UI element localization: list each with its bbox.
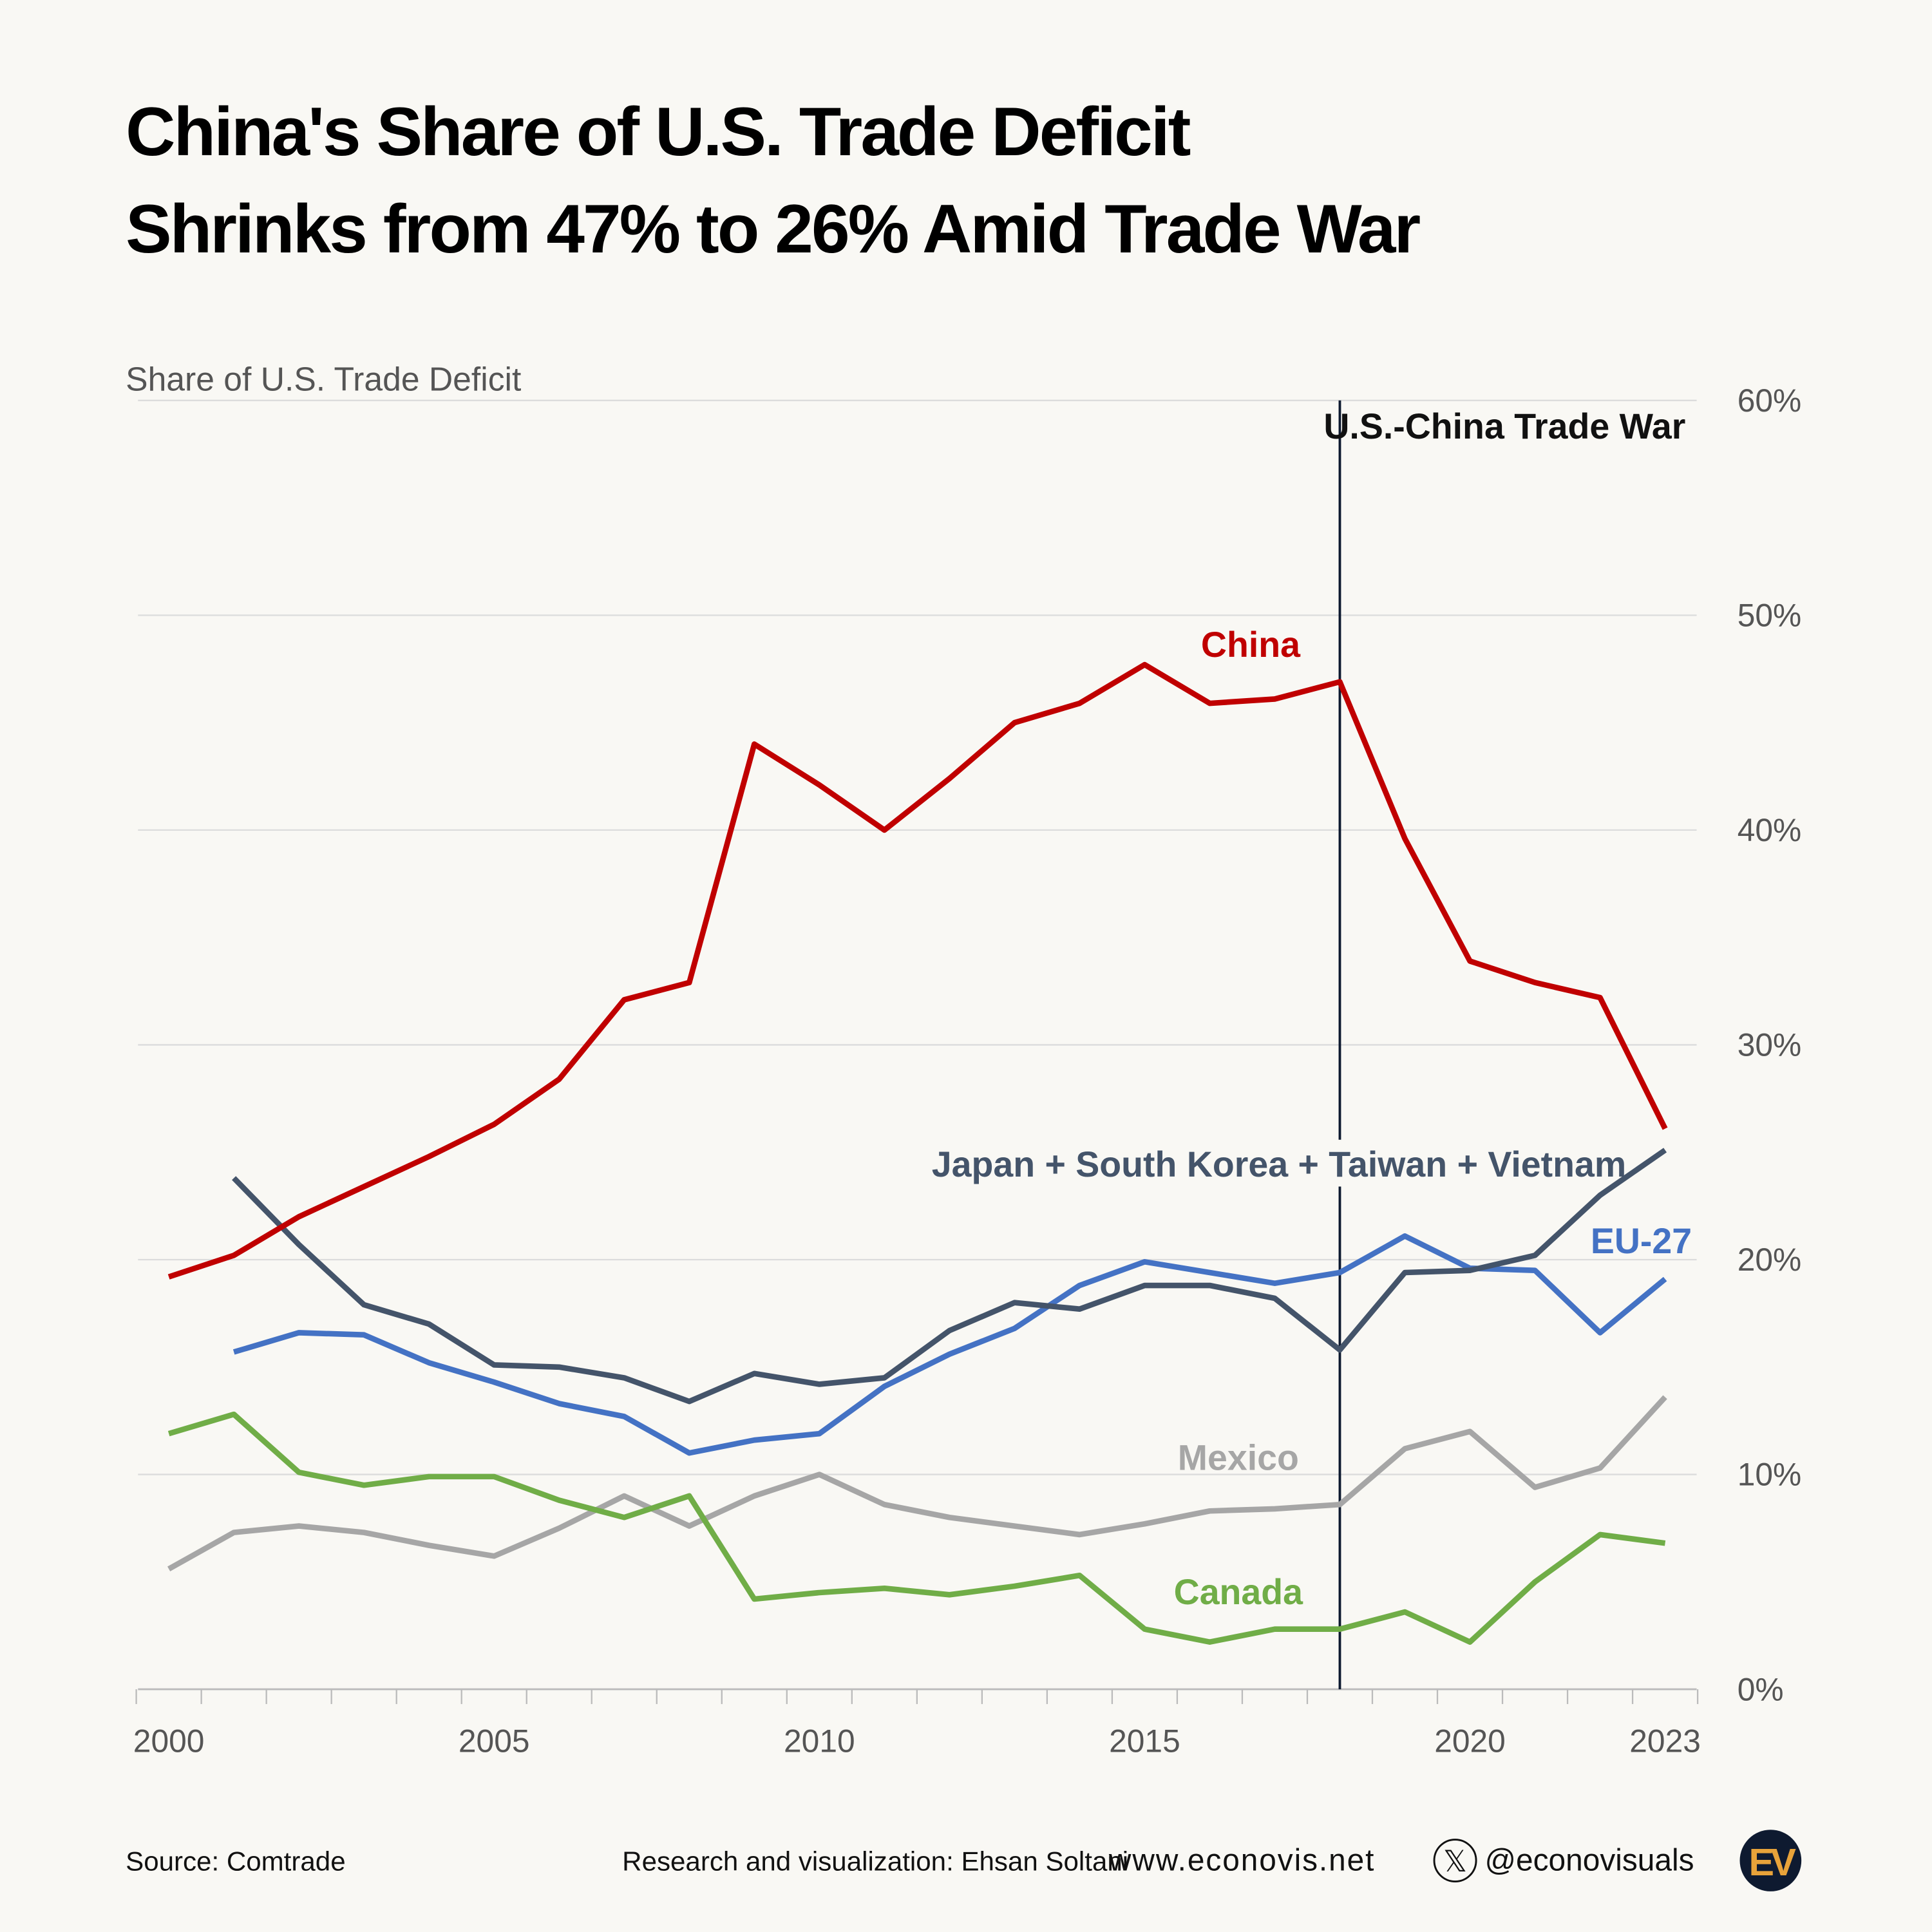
x-tick-label: 2005 (459, 1723, 530, 1759)
credit-text: Research and visualization: Ehsan Soltan… (622, 1846, 1128, 1876)
social-handle[interactable]: @econovisuals (1484, 1843, 1694, 1877)
title-line-1: China's Share of U.S. Trade Deficit (126, 93, 1191, 170)
y-tick-label: 10% (1738, 1457, 1802, 1493)
y-tick-label: 30% (1738, 1027, 1802, 1063)
series-lines (167, 661, 1668, 1645)
series-labels: China Japan + South Korea + Taiwan + Viet… (932, 625, 1692, 1612)
series-label: EU-27 (1591, 1221, 1692, 1261)
x-tick-label: 2023 (1629, 1723, 1701, 1759)
x-axis: 2000 2005 2010 2015 2020 2023 (133, 1688, 1701, 1759)
source-text: Source: Comtrade (126, 1846, 345, 1876)
x-tick-label: 2000 (133, 1723, 205, 1759)
website-link[interactable]: www.econovis.net (1108, 1843, 1375, 1877)
y-tick-label: 60% (1738, 383, 1802, 419)
svg-text:EV: EV (1749, 1841, 1797, 1884)
series-line-mexico (167, 1395, 1667, 1572)
x-tick-label: 2010 (784, 1723, 855, 1759)
y-tick-label: 0% (1738, 1671, 1784, 1707)
svg-text:𝕏: 𝕏 (1443, 1844, 1467, 1878)
econovis-logo: EV (1739, 1830, 1802, 1891)
x-tick-label: 2015 (1109, 1723, 1180, 1759)
series-label: Mexico (1178, 1438, 1299, 1478)
y-tick-label: 50% (1738, 598, 1802, 634)
y-tick-label: 20% (1738, 1242, 1802, 1278)
y-tick-labels: 0% 10% 20% 30% 40% 50% 60% (1738, 383, 1802, 1707)
series-label: Canada (1174, 1572, 1304, 1612)
trade-war-annotation: U.S.-China Trade War (1323, 400, 1685, 1690)
series-line-canada (167, 1411, 1666, 1645)
gridlines (138, 399, 1697, 1475)
label-background (1321, 1139, 1354, 1187)
series-label: China (1201, 625, 1301, 665)
title-line-2: Shrinks from 47% to 26% Amid Trade War (126, 190, 1420, 267)
series-label: Japan + South Korea + Taiwan + Vietnam (932, 1144, 1626, 1184)
series-line-japan-south-korea-taiwan-vietnam (232, 1148, 1667, 1405)
trade-war-label: U.S.-China Trade War (1323, 406, 1685, 446)
y-axis-label: Share of U.S. Trade Deficit (126, 361, 521, 398)
y-tick-label: 40% (1738, 812, 1802, 848)
x-logo-icon[interactable]: 𝕏 (1433, 1839, 1477, 1882)
x-tick-label: 2020 (1434, 1723, 1506, 1759)
series-line-china (167, 661, 1668, 1280)
series-line-eu-27 (232, 1233, 1667, 1456)
